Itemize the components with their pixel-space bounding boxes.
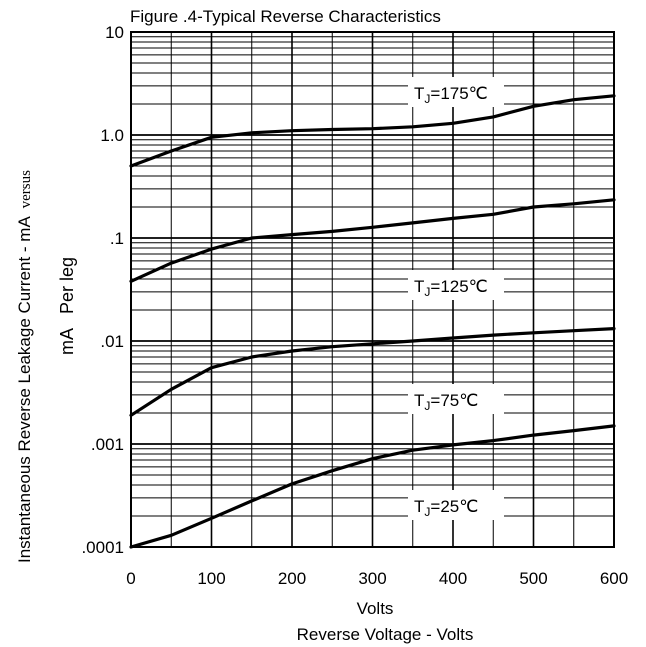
series-labels: TJ=175℃ TJ=125℃ TJ=75℃ TJ=25℃ [408, 77, 504, 520]
series-label-box [408, 77, 504, 107]
series-label: TJ=175℃ [414, 84, 488, 106]
y-tick-label: .0001 [81, 538, 124, 557]
chart-title: Figure .4-Typical Reverse Characteristic… [130, 7, 441, 26]
x-tick-label: 200 [278, 569, 306, 588]
series-line [129, 327, 616, 417]
series-line [129, 198, 616, 283]
series-label: TJ=25℃ [414, 497, 478, 519]
y-tick-label: .1 [110, 229, 124, 248]
tick-labels: 0 100 200 300 400 500 600 10 1.0 .1 .01 .001 .0001 [81, 23, 628, 588]
y-tick-label: .01 [100, 332, 124, 351]
series-label-box [408, 384, 504, 414]
plot-frame [130, 31, 615, 548]
x-tick-label: 600 [600, 569, 628, 588]
x-axis-label: Volts [357, 599, 394, 618]
y-tick-label: 1.0 [100, 126, 124, 145]
series-label: TJ=75℃ [414, 391, 478, 413]
x-tick-label: 100 [197, 569, 225, 588]
series-label-box [408, 490, 504, 520]
y-axis-label: Instantaneous Reverse Leakage Current - … [15, 170, 34, 563]
y-tick-label: .001 [91, 435, 124, 454]
series-line [129, 424, 616, 549]
x-tick-label: 300 [358, 569, 386, 588]
series-label: TJ=125℃ [414, 277, 488, 299]
series-line [129, 94, 616, 168]
series-label-box [408, 270, 504, 300]
x-axis-label-secondary: Reverse Voltage - Volts [297, 625, 474, 644]
y-axis-label-secondary: mA Per leg [57, 257, 77, 355]
x-tick-label: 500 [519, 569, 547, 588]
x-tick-label: 0 [126, 569, 135, 588]
x-tick-label: 400 [439, 569, 467, 588]
y-axis-label-main: Instantaneous Reverse Leakage Current - … [15, 216, 34, 563]
y-tick-label: 10 [105, 23, 124, 42]
y-axis-label-suffix: versus [18, 170, 34, 208]
series-lines [129, 94, 616, 549]
